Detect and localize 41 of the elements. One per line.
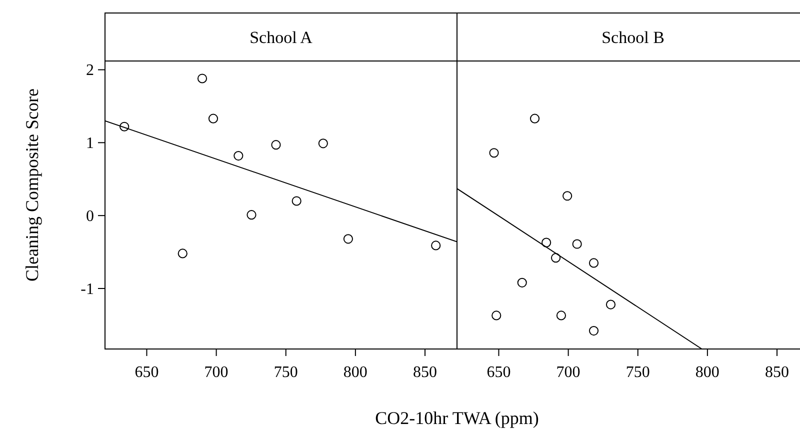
point (588, 258, 599, 268)
y-tick-label: -1 (80, 280, 94, 298)
point (208, 114, 218, 124)
chart-title: School A (250, 28, 314, 47)
point (343, 234, 353, 244)
point (606, 300, 616, 310)
x-tick-label: 850 (413, 364, 437, 381)
x-tick-label: 850 (765, 364, 789, 381)
x-tick-label: 800 (343, 364, 368, 381)
point (234, 150, 244, 161)
x-tick-label: 800 (695, 364, 720, 381)
point (492, 310, 502, 320)
point (431, 240, 441, 250)
point (517, 278, 527, 288)
y-axis-title: Cleaning Composite Score (22, 88, 42, 282)
point (271, 140, 281, 150)
x-tick-label: 700 (204, 364, 228, 381)
y-tick-label: 1 (86, 135, 94, 152)
x-tick-label: 650 (134, 364, 159, 381)
point (550, 253, 561, 263)
point (542, 238, 552, 248)
x-tick-label: 700 (556, 364, 580, 381)
point (556, 310, 566, 320)
point (178, 248, 188, 258)
x-axis-title: CO2-10hr TWA (ppm) (375, 408, 539, 428)
point (292, 196, 302, 206)
chart-title: School B (602, 28, 664, 47)
x-tick-label: 650 (486, 364, 511, 381)
point (530, 114, 540, 124)
point (120, 122, 130, 132)
point (562, 191, 572, 201)
y-tick-label: 2 (86, 62, 94, 80)
point (318, 138, 328, 148)
point (572, 239, 582, 249)
y-tick-label: 0 (86, 208, 94, 226)
point (489, 148, 499, 158)
x-tick-label: 750 (626, 364, 650, 381)
x-tick-label: 750 (274, 364, 298, 381)
point (197, 74, 208, 84)
point (588, 326, 599, 336)
point (246, 210, 256, 220)
